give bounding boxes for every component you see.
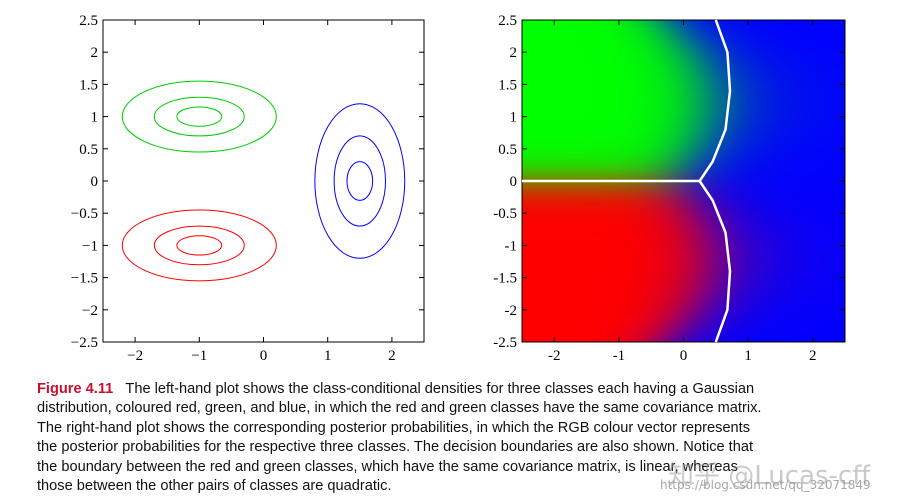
contour-ellipse-0 [176, 106, 223, 127]
figure-label: Figure 4.11 [37, 381, 114, 397]
contour-ellipse-0 [121, 80, 277, 153]
caption-text-1: The left-hand plot shows the class-condi… [125, 381, 755, 397]
right-ytick-label: 2 [510, 45, 518, 61]
contour-ellipse-1 [153, 225, 245, 266]
watermark-text: 知乎 @Lucas-cff [668, 461, 871, 491]
left-xtick-label: −2 [127, 348, 143, 364]
caption-line-6: those between the other pairs of classes… [37, 478, 392, 495]
right-xtick-label: -2 [548, 348, 561, 364]
left-ytick-label: −1 [82, 238, 98, 254]
right-xtick-label: 2 [809, 348, 817, 364]
right-xtick-label: 0 [680, 348, 688, 364]
right-ytick-label: -0.5 [493, 206, 517, 222]
left-ytick-label: 0.5 [79, 142, 98, 158]
left-ytick-label: 2.5 [79, 13, 98, 29]
caption-line-1: Figure 4.11 The left-hand plot shows the… [37, 380, 887, 399]
right-ytick-label: -1 [505, 238, 518, 254]
caption-line-2: distribution, coloured red, green, and b… [37, 400, 762, 417]
left-ytick-label: −0.5 [71, 206, 98, 222]
left-ytick-label: −2 [82, 303, 98, 319]
contour-ellipse-1 [176, 235, 223, 256]
boundary-red-blue [698, 180, 732, 343]
right-ytick-label: -2.5 [493, 335, 517, 351]
caption-line-3: The right-hand plot shows the correspond… [37, 419, 751, 436]
left-xtick-label: −1 [191, 348, 207, 364]
left-xtick-label: 1 [324, 348, 332, 364]
right-ytick-label: 2.5 [498, 13, 517, 29]
boundary-green-blue [698, 19, 732, 182]
right-ytick-label: -2 [505, 303, 518, 319]
right-ytick-label: 0.5 [498, 142, 517, 158]
watermark-url: https://blog.csdn.net/qq_32071849 [660, 478, 871, 492]
caption-line-5: the boundary between the red and green c… [37, 458, 738, 475]
right-ytick-label: 1.5 [498, 77, 517, 93]
left-ytick-label: 1.5 [79, 77, 98, 93]
left-ytick-label: −1.5 [71, 271, 98, 287]
right-ytick-label: 0 [510, 174, 518, 190]
left-xtick-label: 2 [388, 348, 396, 364]
caption-line-4: the posterior probabilities for the resp… [37, 439, 754, 456]
figure-caption: Figure 4.11 The left-hand plot shows the… [37, 380, 887, 496]
contour-ellipse-0 [153, 96, 245, 137]
left-axes-frame [102, 19, 425, 343]
left-ytick-label: 0 [91, 174, 99, 190]
contour-ellipse-1 [121, 209, 277, 282]
left-ytick-label: 1 [91, 110, 99, 126]
right-ytick-label: 1 [510, 110, 518, 126]
right-posterior-plot: -2 -1 0 1 2 2.5 2 1.5 1 0.5 0 -0.5 -1 -1.5 -2 -2.5 [493, 13, 846, 364]
left-contour-plot: −2 −1 0 1 2 2.5 2 1.5 1 0.5 0 −0.5 −1 −1.5 −2 −2.5 [71, 13, 425, 364]
left-ytick-label: 2 [91, 45, 99, 61]
left-ytick-label: −2.5 [71, 335, 98, 351]
left-xtick-label: 0 [260, 348, 268, 364]
contour-ellipse-2 [314, 103, 406, 259]
contour-ellipse-2 [346, 161, 374, 201]
right-ytick-label: -1.5 [493, 271, 517, 287]
right-xtick-label: 1 [744, 348, 752, 364]
figure-plots: −2 −1 0 1 2 2.5 2 1.5 1 0.5 0 −0.5 −1 −1.5 −2 −2.5 -2 -1… [71, 13, 846, 364]
right-xtick-label: -1 [613, 348, 626, 364]
figure-area: −2 −1 0 1 2 2.5 2 1.5 1 0.5 0 −0.5 −1 −1.5 −2 −2.5 -2 -1… [71, 13, 846, 364]
contour-ellipse-2 [333, 135, 386, 227]
